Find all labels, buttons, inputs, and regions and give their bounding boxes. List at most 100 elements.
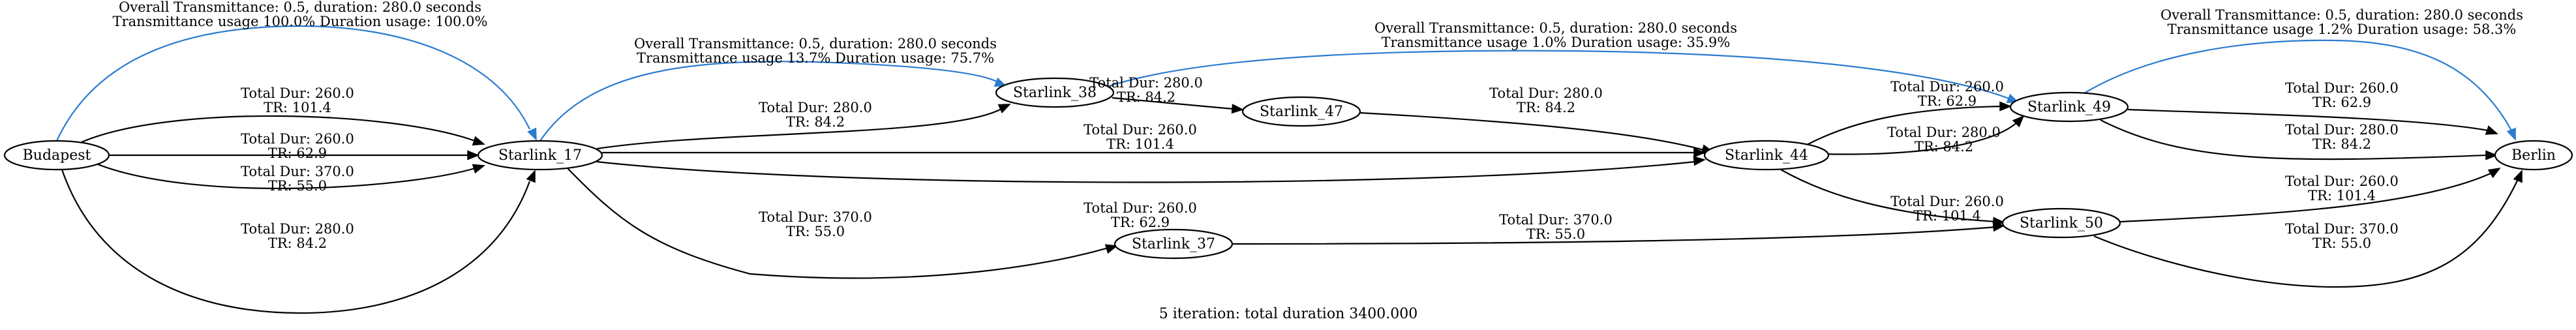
arrowhead — [1104, 244, 1118, 254]
node-ellipse — [1703, 140, 1830, 171]
edge-label-line: Total Dur: 280.0 — [1089, 75, 1203, 91]
edge-label-line: Total Dur: 260.0 — [1083, 200, 1197, 216]
node-label: Starlink_37 — [1132, 236, 1215, 252]
edge-starlink_50-to-berlin — [2119, 172, 2493, 223]
node-starlink_37: Starlink_37 — [1114, 228, 1234, 260]
edge-label-line: TR: 55.0 — [1526, 226, 1585, 242]
node-label: Starlink_17 — [498, 147, 582, 164]
edge-label: Total Dur: 280.0 TR: 84.2 — [1489, 85, 1603, 115]
edge-starlink_44-to-starlink_50 — [1780, 169, 1998, 223]
arrowhead — [2485, 150, 2498, 160]
edge-label-line: Transmittance usage 13.7% Duration usage… — [637, 50, 994, 66]
edge-starlink_50-to-berlin — [2093, 179, 2519, 288]
node-starlink_49: Starlink_49 — [2009, 91, 2129, 123]
arrowhead — [526, 170, 536, 183]
node-label: Starlink_47 — [1260, 104, 1343, 120]
edge-budapest-to-starlink_17 — [61, 169, 531, 314]
edge-label: Total Dur: 280.0 TR: 84.2 — [1089, 75, 1203, 105]
edge-budapest-to-starlink_17 — [56, 25, 530, 142]
edge-label-line: TR: 55.0 — [786, 224, 845, 239]
arrowhead — [1693, 156, 1706, 166]
edge-label-line: Total Dur: 260.0 — [1890, 79, 2004, 95]
edge-budapest-to-starlink_17 — [97, 163, 476, 190]
edge-label-line: Total Dur: 260.0 — [2285, 173, 2399, 189]
edge-starlink_17-to-starlink_38 — [596, 109, 1001, 150]
edge-label: Overall Transmittance: 0.5, duration: 28… — [2160, 7, 2523, 37]
node-ellipse — [1241, 96, 1361, 127]
arrowhead — [467, 150, 479, 160]
node-label: Budapest — [23, 147, 91, 164]
arrowhead — [2487, 167, 2501, 179]
edge-label: Total Dur: 370.0 TR: 55.0 — [1499, 212, 1613, 242]
arrowhead — [472, 136, 485, 146]
edge-label-line: Total Dur: 260.0 — [241, 85, 354, 101]
edge-label-line: Total Dur: 280.0 — [1887, 125, 2001, 140]
edge-label: Total Dur: 260.0 TR: 62.9 — [2285, 80, 2399, 110]
edge-label-line: Total Dur: 260.0 — [2285, 80, 2399, 96]
node-budapest: Budapest — [3, 140, 110, 171]
edge-starlink_17-to-starlink_44 — [596, 160, 1695, 183]
edge-label-line: Total Dur: 260.0 — [241, 131, 354, 147]
edge-starlink_17-to-starlink_38 — [539, 61, 999, 142]
edge-starlink_49-to-berlin — [2127, 108, 2489, 132]
edge-label: Total Dur: 260.0 TR: 62.9 — [1890, 79, 2004, 109]
node-ellipse — [2494, 140, 2573, 171]
node-ellipse — [2009, 91, 2129, 123]
edge-label-line: Overall Transmittance: 0.5, duration: 28… — [2160, 7, 2523, 23]
edge-label: Total Dur: 280.0 TR: 84.2 — [2285, 122, 2399, 152]
edge-label-line: Overall Transmittance: 0.5, duration: 28… — [1374, 20, 1737, 36]
node-label: Starlink_49 — [2027, 99, 2111, 115]
edge-label-line: TR: 101.4 — [1913, 208, 1981, 224]
edge-label: Overall Transmittance: 0.5, duration: 28… — [634, 36, 997, 66]
arrowhead — [1693, 147, 1706, 158]
edge-label: Total Dur: 370.0 TR: 55.0 — [759, 209, 872, 239]
node-ellipse — [1114, 228, 1234, 260]
edge-labels-layer: Overall Transmittance: 0.5, duration: 28… — [113, 0, 2523, 251]
arrowhead — [1231, 104, 1244, 114]
edge-label-line: Total Dur: 370.0 — [759, 209, 872, 225]
node-starlink_50: Starlink_50 — [2001, 207, 2121, 239]
node-ellipse — [2001, 207, 2121, 239]
edge-label: Total Dur: 280.0 TR: 84.2 — [1887, 125, 2001, 155]
edge-label: Overall Transmittance: 0.5, duration: 28… — [1374, 20, 1737, 50]
arrowhead — [2506, 127, 2516, 141]
edge-label-line: Total Dur: 370.0 — [1499, 212, 1613, 228]
edge-starlink_49-to-berlin — [2084, 39, 2512, 131]
edge-label: Total Dur: 260.0 TR: 62.9 — [1083, 200, 1197, 230]
edge-label-line: Overall Transmittance: 0.5, duration: 28… — [634, 36, 997, 52]
edge-label: Overall Transmittance: 0.5, duration: 28… — [113, 0, 488, 29]
edge-starlink_17-to-starlink_37 — [567, 168, 1115, 279]
edge-starlink_37-to-starlink_50 — [1232, 226, 1997, 245]
edge-label-line: Total Dur: 260.0 — [1083, 122, 1197, 138]
edge-label-line: TR: 62.9 — [1111, 215, 1170, 230]
edge-label: Total Dur: 370.0 TR: 55.0 — [2285, 221, 2399, 251]
edge-label-line: Total Dur: 280.0 — [759, 100, 872, 115]
edge-label-line: TR: 62.9 — [268, 145, 327, 161]
node-berlin: Berlin — [2494, 140, 2573, 171]
edge-label-line: TR: 101.4 — [2308, 188, 2376, 203]
nodes-layer: Budapest Starlink_17 Starlink_38 Starlink_4… — [3, 77, 2573, 260]
edges-layer — [56, 25, 2523, 314]
node-ellipse — [477, 140, 603, 171]
edge-label-line: TR: 101.4 — [1106, 136, 1174, 152]
edge-label: Total Dur: 280.0 TR: 84.2 — [759, 100, 872, 130]
edge-budapest-to-starlink_17 — [81, 115, 476, 143]
edge-label-line: Transmittance usage 1.2% Duration usage:… — [2168, 22, 2517, 37]
edge-label: Total Dur: 370.0 TR: 55.0 — [241, 164, 354, 194]
edge-starlink_38-to-starlink_47 — [1112, 97, 1234, 110]
node-starlink_44: Starlink_44 — [1703, 140, 1830, 171]
node-starlink_38: Starlink_38 — [995, 77, 1115, 108]
edge-label-line: TR: 84.2 — [786, 114, 845, 130]
edge-label-line: TR: 84.2 — [2312, 136, 2371, 152]
edge-label: Total Dur: 260.0 TR: 101.4 — [2285, 173, 2399, 203]
edge-label-line: Total Dur: 260.0 — [1890, 194, 2004, 209]
node-ellipse — [3, 140, 110, 171]
arrowhead — [2513, 170, 2523, 183]
edge-starlink_47-to-starlink_44 — [1359, 112, 1705, 151]
edge-label: Total Dur: 280.0 TR: 84.2 — [241, 221, 354, 251]
edge-label-line: Total Dur: 370.0 — [2285, 221, 2399, 237]
edge-label: Total Dur: 260.0 TR: 62.9 — [241, 131, 354, 161]
edge-label-line: TR: 101.4 — [264, 100, 331, 115]
arrowhead — [1992, 217, 2005, 227]
